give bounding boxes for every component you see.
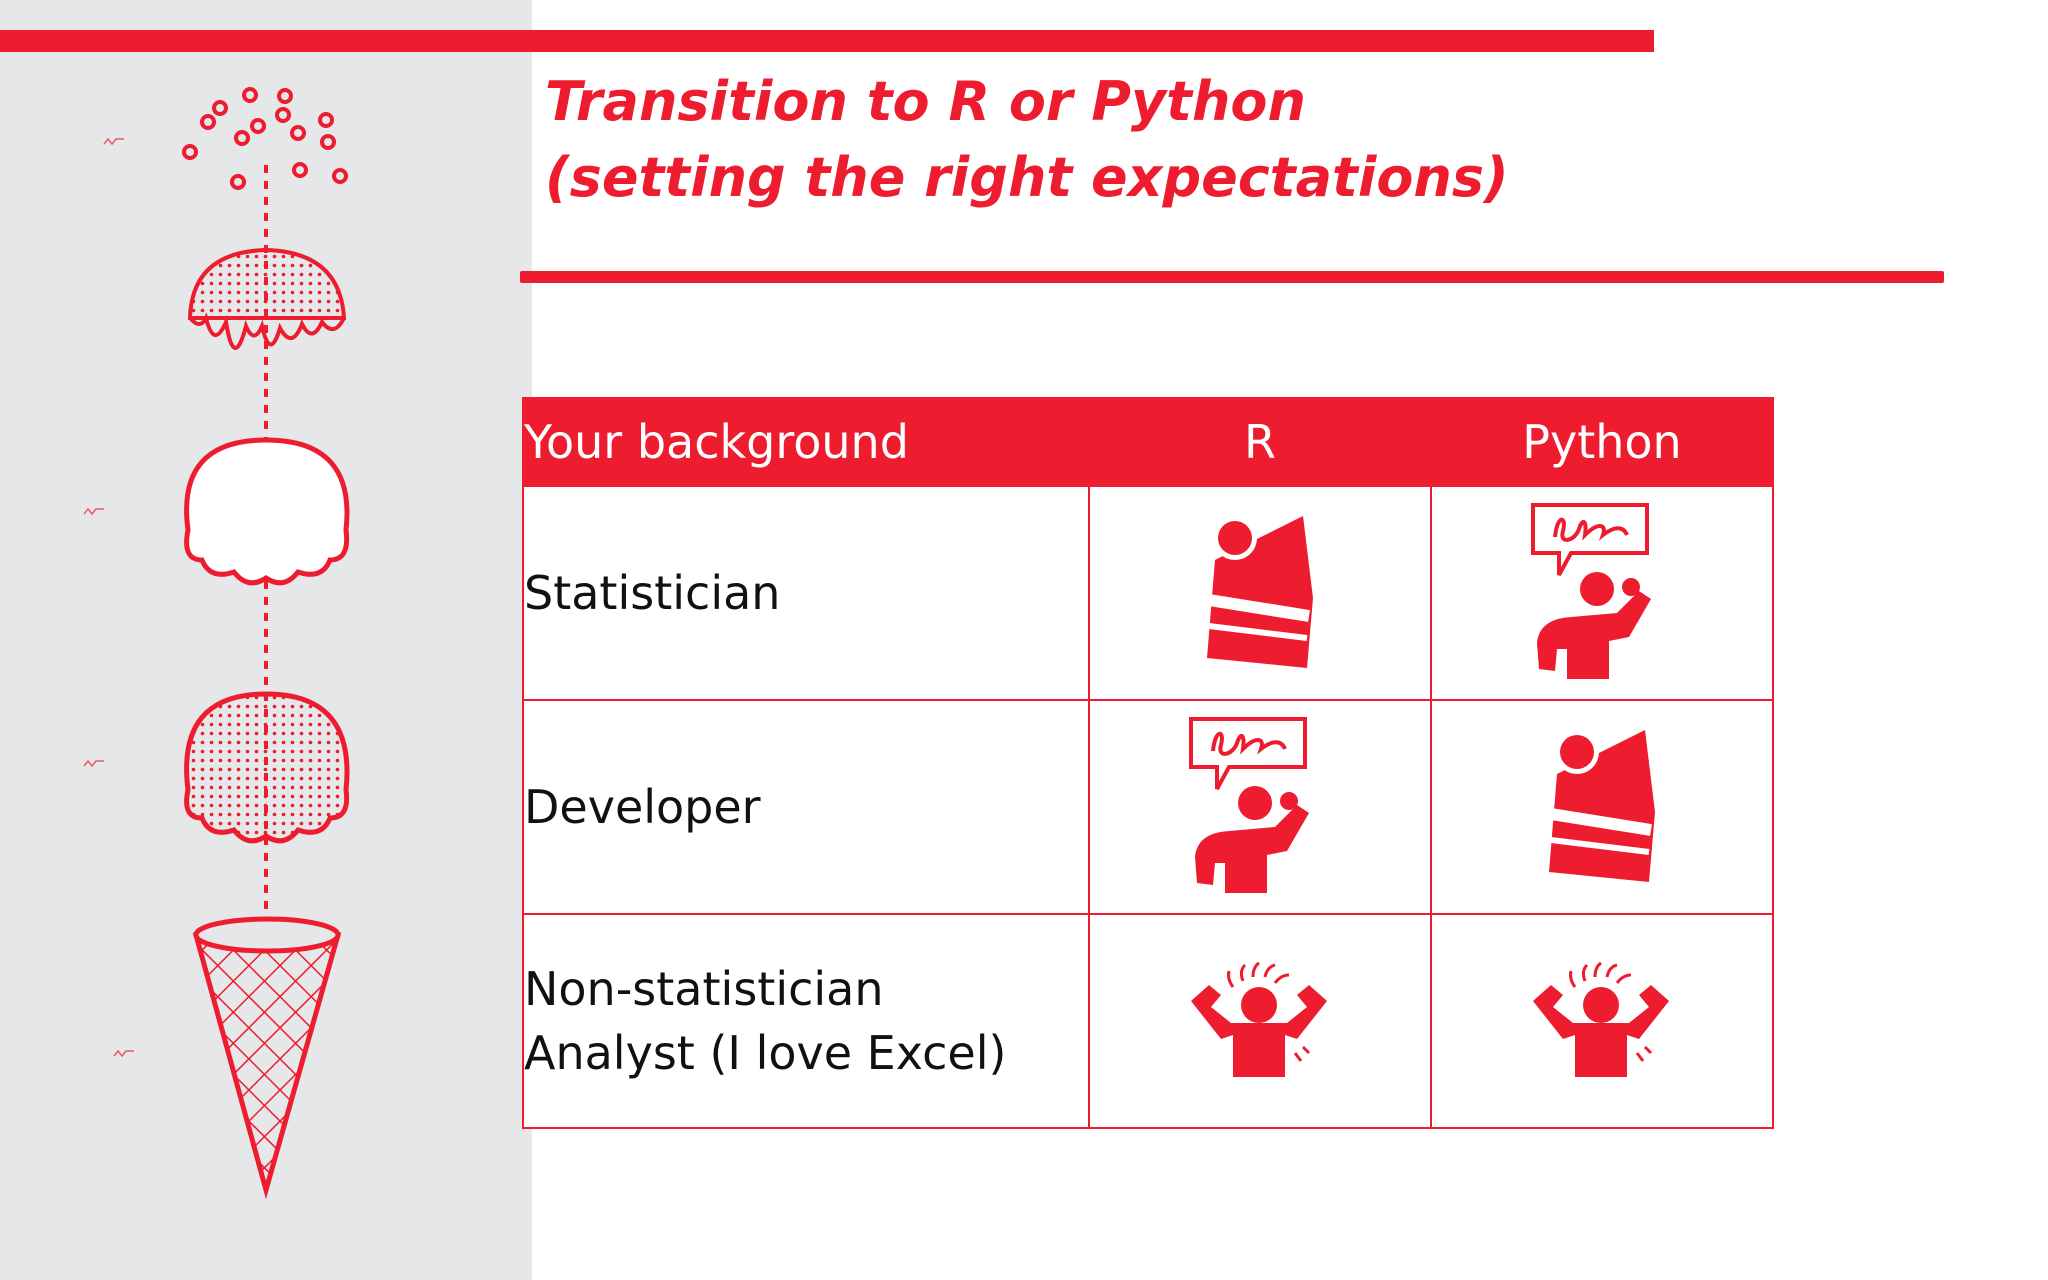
cell-non-statistician-python bbox=[1430, 913, 1774, 1129]
thinking-person-icon bbox=[1531, 502, 1651, 679]
cell-developer-r bbox=[1088, 699, 1432, 915]
cake-icon bbox=[1207, 516, 1313, 668]
table-header-row: Your background R Python bbox=[522, 397, 1774, 487]
row-label-non-statistician: Non-statistician Analyst (I love Excel) bbox=[522, 913, 1090, 1129]
title-divider bbox=[520, 271, 1944, 283]
slide-title: Transition to R or Python (setting the r… bbox=[545, 64, 1509, 216]
table-row: Statistician bbox=[522, 485, 1774, 701]
expectations-table: Your background R Python Statistician bbox=[522, 397, 1774, 1129]
table-row: Non-statistician Analyst (I love Excel) bbox=[522, 913, 1774, 1129]
cell-non-statistician-r bbox=[1088, 913, 1432, 1129]
thinking-person-icon bbox=[1189, 716, 1309, 893]
table-row: Developer bbox=[522, 699, 1774, 915]
frustrated-person-icon bbox=[1533, 961, 1669, 1077]
header-background: Your background bbox=[522, 397, 1090, 487]
header-r: R bbox=[1088, 397, 1432, 487]
sprinkles bbox=[182, 87, 348, 190]
melting-topping bbox=[187, 247, 347, 350]
cell-statistician-r bbox=[1088, 485, 1432, 701]
row-label-statistician: Statistician bbox=[522, 485, 1090, 701]
frustrated-person-icon bbox=[1191, 961, 1327, 1077]
title-line-2: (setting the right expectations) bbox=[545, 146, 1509, 209]
waffle-cone bbox=[192, 916, 342, 1200]
outline-scoop bbox=[184, 437, 350, 586]
header-python: Python bbox=[1430, 397, 1774, 487]
title-line-1: Transition to R or Python bbox=[545, 70, 1306, 133]
top-accent-bar bbox=[0, 30, 1654, 52]
row-label-developer: Developer bbox=[522, 699, 1090, 915]
cell-developer-python bbox=[1430, 699, 1774, 915]
ice-cream-illustration bbox=[83, 87, 350, 1200]
cake-icon bbox=[1549, 730, 1655, 882]
cell-statistician-python bbox=[1430, 485, 1774, 701]
dotted-scoop bbox=[184, 691, 350, 844]
